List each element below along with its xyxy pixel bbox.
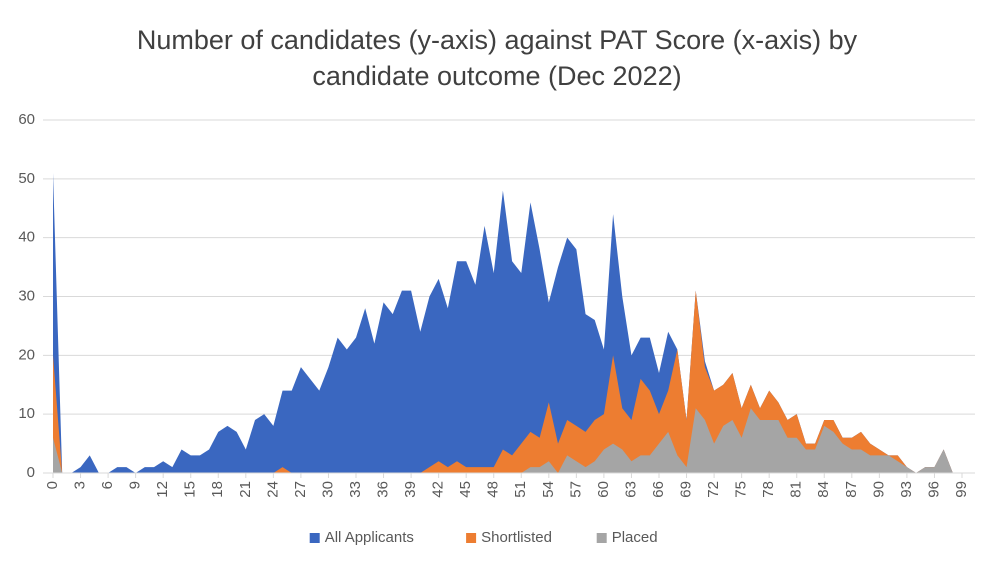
y-tick-label: 50	[18, 170, 35, 187]
legend-swatch	[309, 533, 320, 543]
x-tick-label: 36	[375, 481, 392, 498]
x-tick-label: 48	[485, 481, 502, 498]
x-tick-label: 93	[898, 481, 915, 498]
x-tick-label: 39	[402, 481, 419, 498]
x-tick-label: 75	[733, 481, 750, 498]
x-tick-label: 24	[264, 481, 281, 498]
x-tick-label: 18	[209, 481, 226, 498]
x-tick-label: 6	[99, 481, 116, 489]
x-tick-label: 54	[540, 481, 557, 498]
x-tick-label: 99	[953, 481, 970, 498]
y-tick-label: 20	[18, 346, 35, 363]
x-tick-label: 57	[567, 481, 584, 498]
y-tick-label: 40	[18, 229, 35, 246]
legend-label: Placed	[612, 529, 658, 546]
x-tick-label: 51	[512, 481, 529, 498]
x-tick-label: 66	[650, 481, 667, 498]
x-tick-label: 63	[622, 481, 639, 498]
x-tick-label: 96	[925, 481, 942, 498]
legend-label: All Applicants	[325, 529, 414, 546]
chart-title: Number of candidates (y-axis) against PA…	[137, 25, 858, 55]
x-tick-label: 15	[182, 481, 199, 498]
x-tick-label: 69	[678, 481, 695, 498]
chart-title: candidate outcome (Dec 2022)	[312, 61, 681, 91]
x-tick-label: 33	[347, 481, 364, 498]
x-tick-label: 87	[843, 481, 860, 498]
x-tick-label: 42	[430, 481, 447, 498]
x-tick-label: 21	[237, 481, 254, 498]
legend-label: Shortlisted	[481, 529, 552, 546]
legend-swatch	[596, 533, 607, 543]
x-tick-label: 78	[760, 481, 777, 498]
area	[53, 408, 962, 473]
x-tick-label: 27	[292, 481, 309, 498]
y-tick-label: 30	[18, 287, 35, 304]
x-tick-label: 12	[154, 481, 171, 498]
x-tick-label: 90	[870, 481, 887, 498]
y-tick-label: 0	[27, 464, 35, 481]
y-tick-label: 60	[18, 111, 35, 128]
x-tick-label: 72	[705, 481, 722, 498]
y-tick-label: 10	[18, 405, 35, 422]
x-tick-label: 30	[319, 481, 336, 498]
x-tick-label: 84	[815, 481, 832, 498]
x-tick-label: 60	[595, 481, 612, 498]
x-tick-label: 45	[457, 481, 474, 498]
legend-swatch	[466, 533, 477, 543]
x-tick-label: 0	[44, 481, 61, 489]
x-tick-label: 81	[788, 481, 805, 498]
x-tick-label: 9	[127, 481, 144, 489]
x-tick-label: 3	[72, 481, 89, 489]
